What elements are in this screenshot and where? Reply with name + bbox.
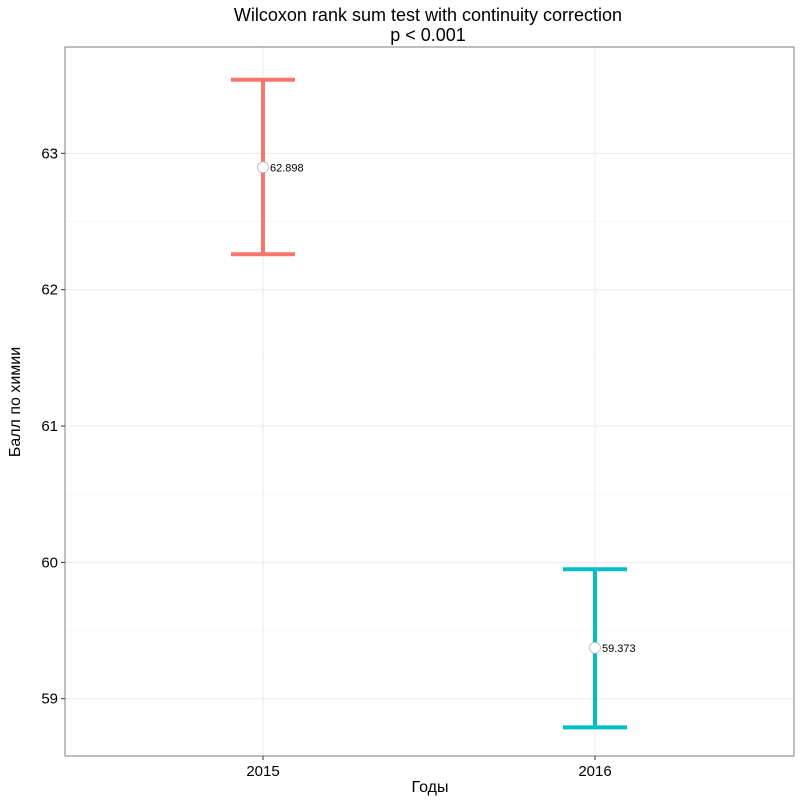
axes: 59 60 61 62 63 2015 2016 [41,145,611,780]
x-tick-label: 2015 [246,763,279,780]
x-axis-title: Годы [412,779,449,796]
chart-title: Wilcoxon rank sum test with continuity c… [234,5,622,25]
grid [65,47,794,756]
y-tick-label: 59 [41,691,58,708]
mean-label-2016: 59.373 [602,643,636,655]
mean-label-2015: 62.898 [270,162,304,174]
y-axis-title: Балл по химии [7,347,24,457]
mean-point-2015 [257,161,269,174]
x-tick-label: 2016 [578,763,611,780]
plot-panel [64,46,795,757]
chart-subtitle: p < 0.001 [390,25,466,45]
y-tick-label: 62 [41,282,58,299]
y-tick-label: 60 [41,554,58,571]
y-tick-label: 63 [41,145,58,162]
mean-point-2016 [589,641,601,654]
data-marks: 62.898 59.373 [231,77,636,730]
y-tick-label: 61 [41,418,58,435]
